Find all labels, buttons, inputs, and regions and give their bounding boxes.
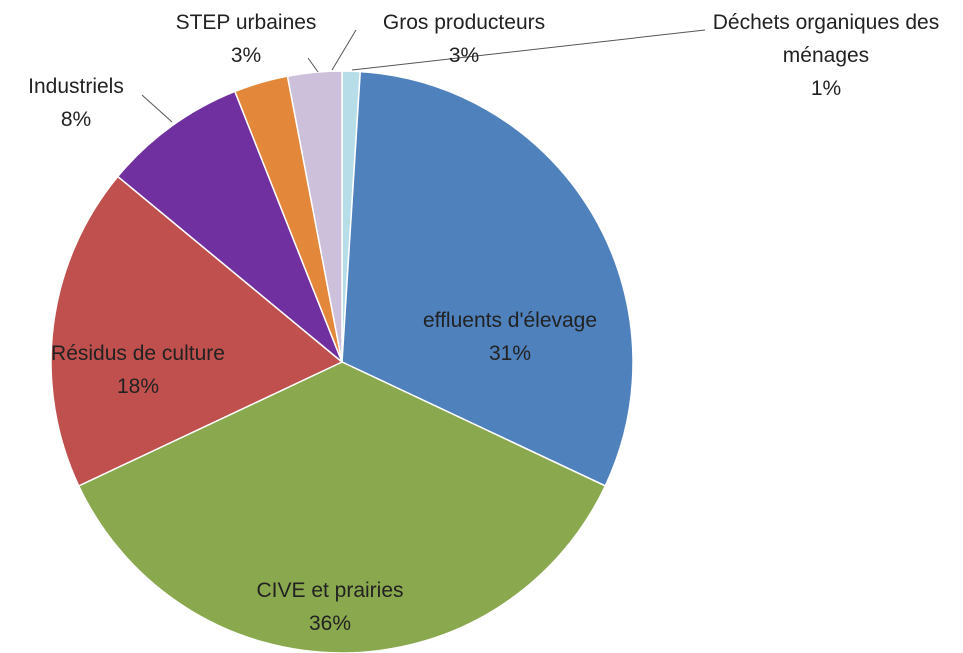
pie-slice bbox=[116, 90, 343, 363]
pie-slice bbox=[341, 70, 634, 487]
value-label: 8% bbox=[60, 108, 92, 131]
category-label: Industriels bbox=[28, 75, 124, 98]
slice-label: Gros producteurs 3% bbox=[383, 6, 545, 72]
slice-label: Résidus de culture 18% bbox=[51, 337, 225, 403]
category-label: Gros producteurs bbox=[382, 11, 546, 34]
leader-line bbox=[307, 57, 319, 73]
category-label: CIVE et prairies bbox=[256, 579, 404, 602]
leader-line bbox=[331, 29, 357, 71]
pie-slice bbox=[286, 70, 343, 363]
pie-slice bbox=[50, 175, 344, 487]
slice-label: effluents d'élevage 31% bbox=[423, 304, 597, 370]
category-label: Déchets organiques des ménages bbox=[712, 11, 940, 67]
leader-line bbox=[351, 29, 706, 71]
leader-line bbox=[141, 94, 173, 123]
slice-label: CIVE et prairies 36% bbox=[256, 574, 403, 640]
category-label: Résidus de culture bbox=[51, 342, 225, 365]
slice-label: STEP urbaines 3% bbox=[176, 6, 317, 72]
category-label: STEP urbaines bbox=[175, 11, 317, 34]
category-label: effluents d'élevage bbox=[422, 309, 598, 332]
value-label: 1% bbox=[810, 77, 842, 100]
value-label: 36% bbox=[308, 612, 352, 635]
slice-label: Industriels 8% bbox=[28, 70, 124, 136]
value-label: 3% bbox=[230, 44, 262, 67]
value-label: 18% bbox=[116, 375, 160, 398]
value-label: 3% bbox=[448, 44, 480, 67]
value-label: 31% bbox=[488, 342, 532, 365]
slice-label: Déchets organiques des ménages 1% bbox=[701, 6, 951, 105]
